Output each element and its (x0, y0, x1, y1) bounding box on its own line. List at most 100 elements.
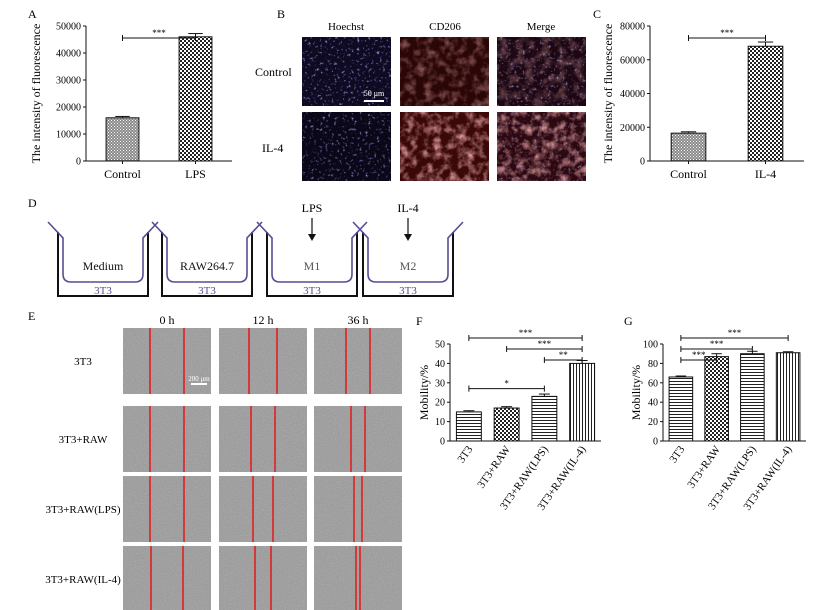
scratch-image (219, 546, 307, 610)
micro-image-il4-cd206 (400, 112, 489, 181)
scratch-image (123, 476, 211, 542)
y-tick-label: 0 (640, 157, 645, 168)
outer-well (362, 232, 454, 297)
bar-3t3-raw-il-4- (775, 352, 801, 442)
y-tick-label: 100 (643, 340, 658, 351)
micro-image-control-merge (497, 37, 586, 106)
y-axis-label: The intensity of fluorescence (29, 24, 43, 164)
x-tick-label: Control (670, 167, 707, 181)
y-tick-label: 50000 (56, 22, 81, 33)
outer-well (161, 232, 253, 297)
y-tick-label: 10000 (56, 130, 81, 141)
scratch-assay-panel: 0 h 12 h 36 h 3T3 3T3+RAW 3T3+RAW(LPS) 3T3+RAW… (45, 313, 402, 610)
scratch-image-texture (219, 328, 307, 394)
insert-membrane (256, 221, 368, 283)
x-tick-label: LPS (185, 167, 206, 181)
micro-image-control-cd206 (400, 37, 489, 106)
significance-label: *** (519, 328, 533, 338)
bar-3t3 (455, 411, 482, 442)
transwell-2: RAW264.7 3T3 (151, 221, 263, 297)
scratch-image-texture (219, 476, 307, 542)
scratch-image-texture (314, 476, 402, 542)
insert-membrane (47, 221, 159, 283)
insert-membrane (352, 221, 464, 283)
scratch-image (219, 328, 307, 394)
significance-label: *** (152, 28, 166, 38)
scratch-image-texture (314, 406, 402, 472)
y-tick-label: 60000 (620, 55, 645, 66)
y-tick-label: 80 (648, 359, 658, 370)
panel-label-a: A (28, 7, 37, 21)
chart-g-mobility: 020406080100Mobility/%3T33T3+RAW3T3+RAW(… (629, 328, 806, 513)
insert-label: M2 (400, 259, 417, 273)
bar-3t3-raw (704, 356, 729, 442)
microscopy-panel: Hoechst CD206 Merge Control IL-4 (255, 21, 586, 181)
microscopy-col-merge: Merge (527, 21, 556, 33)
bar-3t3-raw-il-4- (569, 362, 596, 442)
scratch-image (219, 476, 307, 542)
insert-label: RAW264.7 (180, 259, 234, 273)
timepoint-label: 36 h (348, 313, 369, 327)
y-tick-label: 0 (653, 437, 658, 448)
insert-label: M1 (304, 259, 321, 273)
y-axis-label: Mobility/% (629, 365, 643, 420)
y-tick-label: 0 (440, 437, 445, 448)
panel-label-g: G (624, 314, 633, 328)
panel-label-f: F (416, 314, 423, 328)
bar-3t3 (668, 376, 694, 442)
microscopy-row-il4: IL-4 (262, 141, 283, 155)
micro-image-control-hoechst (302, 37, 391, 106)
scratch-image (314, 476, 402, 542)
chart-a-fluorescence-lps: 0 10000 20000 30000 40000 50000 The intensity … (29, 22, 232, 181)
bar-lps (178, 36, 213, 162)
micro-scale-label: 50 μm (364, 89, 385, 98)
y-tick-label: 50 (435, 340, 445, 351)
significance-label: *** (710, 339, 724, 349)
x-tick-label: 3T3+RAW (685, 443, 723, 490)
bar-il-4 (747, 45, 784, 162)
chart-c-fluorescence-il4: 0 20000 40000 60000 80000 The intensity of fl… (601, 22, 804, 181)
outer-well (266, 232, 358, 297)
significance-label: *** (720, 28, 734, 38)
significance-label: *** (692, 350, 706, 360)
x-tick-label: IL-4 (755, 167, 776, 181)
scratch-row-label: 3T3+RAW(LPS) (46, 504, 121, 516)
y-tick-label: 40000 (620, 89, 645, 100)
insert-label: Medium (83, 259, 124, 273)
significance-label: *** (728, 328, 742, 338)
microscopy-row-control: Control (255, 65, 292, 79)
y-tick-label: 40 (648, 398, 658, 409)
scratch-image (314, 546, 402, 610)
scratch-row-label: 3T3 (74, 356, 92, 368)
transwell-3: M1 3T3 LPS (256, 201, 368, 297)
panel-label-c: C (593, 7, 601, 21)
timepoint-label: 12 h (253, 313, 274, 327)
bar-control (670, 132, 707, 162)
scratch-image-texture (123, 406, 211, 472)
significance-label: *** (538, 339, 552, 349)
transwell-4: M2 3T3 IL-4 (352, 201, 464, 297)
y-tick-label: 30000 (56, 76, 81, 87)
micro-image-il4-merge (497, 112, 586, 181)
panel-label-e: E (28, 309, 35, 323)
scratch-image (123, 406, 211, 472)
bar-3t3-raw (493, 407, 520, 442)
y-tick-label: 20000 (620, 123, 645, 134)
y-tick-label: 60 (648, 378, 658, 389)
arrow-down-icon (404, 234, 412, 241)
x-tick-label: Control (104, 167, 141, 181)
scratch-image-texture (219, 406, 307, 472)
scratch-row-label: 3T3+RAW(IL-4) (45, 574, 121, 586)
bar-3t3-raw-lps- (740, 353, 765, 442)
y-tick-label: 10 (435, 417, 445, 428)
scratch-image (219, 406, 307, 472)
micro-image-il4-hoechst (302, 112, 391, 181)
arrow-down-icon (308, 234, 316, 241)
bottom-cell-label: 3T3 (303, 285, 321, 297)
microscopy-col-cd206: CD206 (429, 21, 461, 33)
y-tick-label: 40000 (56, 49, 81, 60)
y-tick-label: 0 (76, 157, 81, 168)
y-axis-label: The intensity of fluorescence (601, 24, 615, 164)
panel-label-d: D (28, 196, 37, 210)
